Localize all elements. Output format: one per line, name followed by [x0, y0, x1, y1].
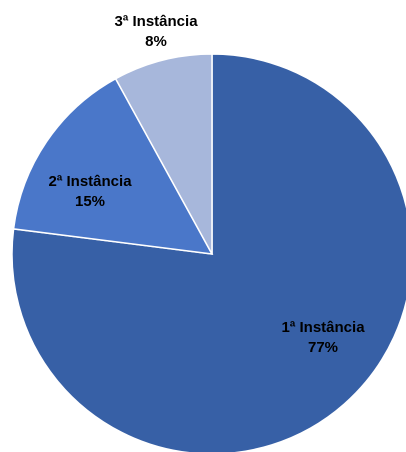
- pie-slice: [114, 53, 213, 255]
- slice-value-label: 8%: [145, 33, 167, 50]
- pie-slice: [11, 53, 406, 452]
- slice-category-label: 1ª Instância: [281, 319, 365, 336]
- slice-value-label: 77%: [308, 339, 338, 356]
- pie-slice: [12, 77, 214, 255]
- slice-value-label: 15%: [75, 193, 105, 210]
- pie-labels: 1ª Instância 77% 2ª Instância 15% 3ª Instânc…: [48, 13, 365, 356]
- slice-category-label: 2ª Instância: [48, 173, 132, 190]
- pie-slices: [11, 53, 406, 452]
- slice-category-label: 3ª Instância: [114, 13, 198, 30]
